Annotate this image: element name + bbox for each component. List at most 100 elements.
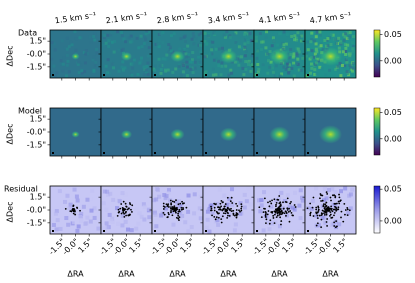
image-noise [264,46,268,50]
image-noise [244,38,248,42]
image-noise [238,59,242,63]
image-noise [311,55,315,59]
image-noise [147,31,151,35]
image-noise [317,228,322,233]
colorbar-tick-label: 0.00 [384,56,402,65]
contour-dot [171,206,174,208]
image-noise [256,63,260,67]
image-noise [120,191,125,196]
image-noise [146,72,150,76]
image-noise [92,206,97,211]
x-axis-label: ΔRA [322,270,339,279]
image-noise [139,214,144,219]
image-noise [102,36,106,40]
image-noise [242,205,247,210]
image-noise [326,37,330,41]
image-noise [313,52,317,56]
emission-blob [220,127,237,142]
contour-dot [173,201,176,203]
image-noise [108,191,113,196]
contour-dot [218,212,220,215]
image-noise [268,202,273,207]
image-noise [109,33,113,37]
image-noise [50,41,54,45]
image-noise [154,64,158,68]
contour-dot [235,202,237,205]
contour-dot [279,216,282,219]
image-noise [88,35,92,39]
image-noise [169,49,173,53]
contour-dot [232,209,235,212]
image-noise [157,45,161,49]
image-noise [194,37,198,41]
image-noise [314,56,318,60]
image-noise [271,36,275,40]
contour-dot [72,204,75,207]
image-noise [166,188,171,193]
image-noise [76,62,80,66]
contour-dot [339,200,341,203]
contour-dot [282,201,284,204]
image-noise [346,211,351,216]
contour-dot [348,209,351,212]
image-noise [142,65,146,69]
image-noise [350,187,355,192]
contour-dot [182,207,184,209]
image-noise [288,60,292,64]
image-noise [171,222,176,227]
contour-dot [167,204,169,206]
contour-dot [213,215,216,218]
image-noise [266,59,270,63]
image-noise [230,71,234,75]
contour-dot [333,225,336,227]
image-noise [254,39,258,43]
image-noise [134,207,139,212]
contour-dot [239,210,241,213]
image-noise [120,223,125,228]
image-noise [259,198,264,203]
contour-dot [120,203,123,205]
contour-dot [272,214,275,217]
image-noise [270,63,274,67]
contour-dot [263,207,265,210]
contour-dot [276,214,279,217]
image-noise [244,199,249,204]
image-noise [142,42,146,46]
image-noise [170,209,175,214]
image-noise [143,35,147,39]
image-noise [174,199,179,204]
image-noise [185,74,189,78]
image-noise [121,47,125,51]
image-noise [112,66,116,70]
image-panel [202,107,255,157]
emission-blob [121,52,132,61]
contour-dot [124,202,127,205]
contour-dot [276,209,279,212]
image-noise [199,31,203,35]
contour-dot [325,221,328,223]
image-noise [165,53,169,57]
contour-dot [278,202,281,205]
image-noise [179,37,183,41]
image-noise [250,39,254,43]
contour-dot [343,202,346,205]
image-noise [112,59,116,63]
image-noise [238,201,243,206]
image-noise [300,195,305,200]
image-noise [62,56,66,60]
contour-dot [70,210,73,213]
contour-dot [118,210,121,213]
image-noise [242,73,246,77]
contour-dot [179,202,182,205]
image-noise [109,218,114,223]
contour-dot [224,212,227,215]
image-noise [313,62,317,66]
contour-dot [273,213,276,216]
contour-dot [337,206,340,209]
image-noise [287,201,292,206]
image-noise [60,39,64,43]
image-noise [308,71,312,75]
image-noise [273,220,278,225]
image-noise [193,58,197,62]
image-noise [93,32,97,36]
